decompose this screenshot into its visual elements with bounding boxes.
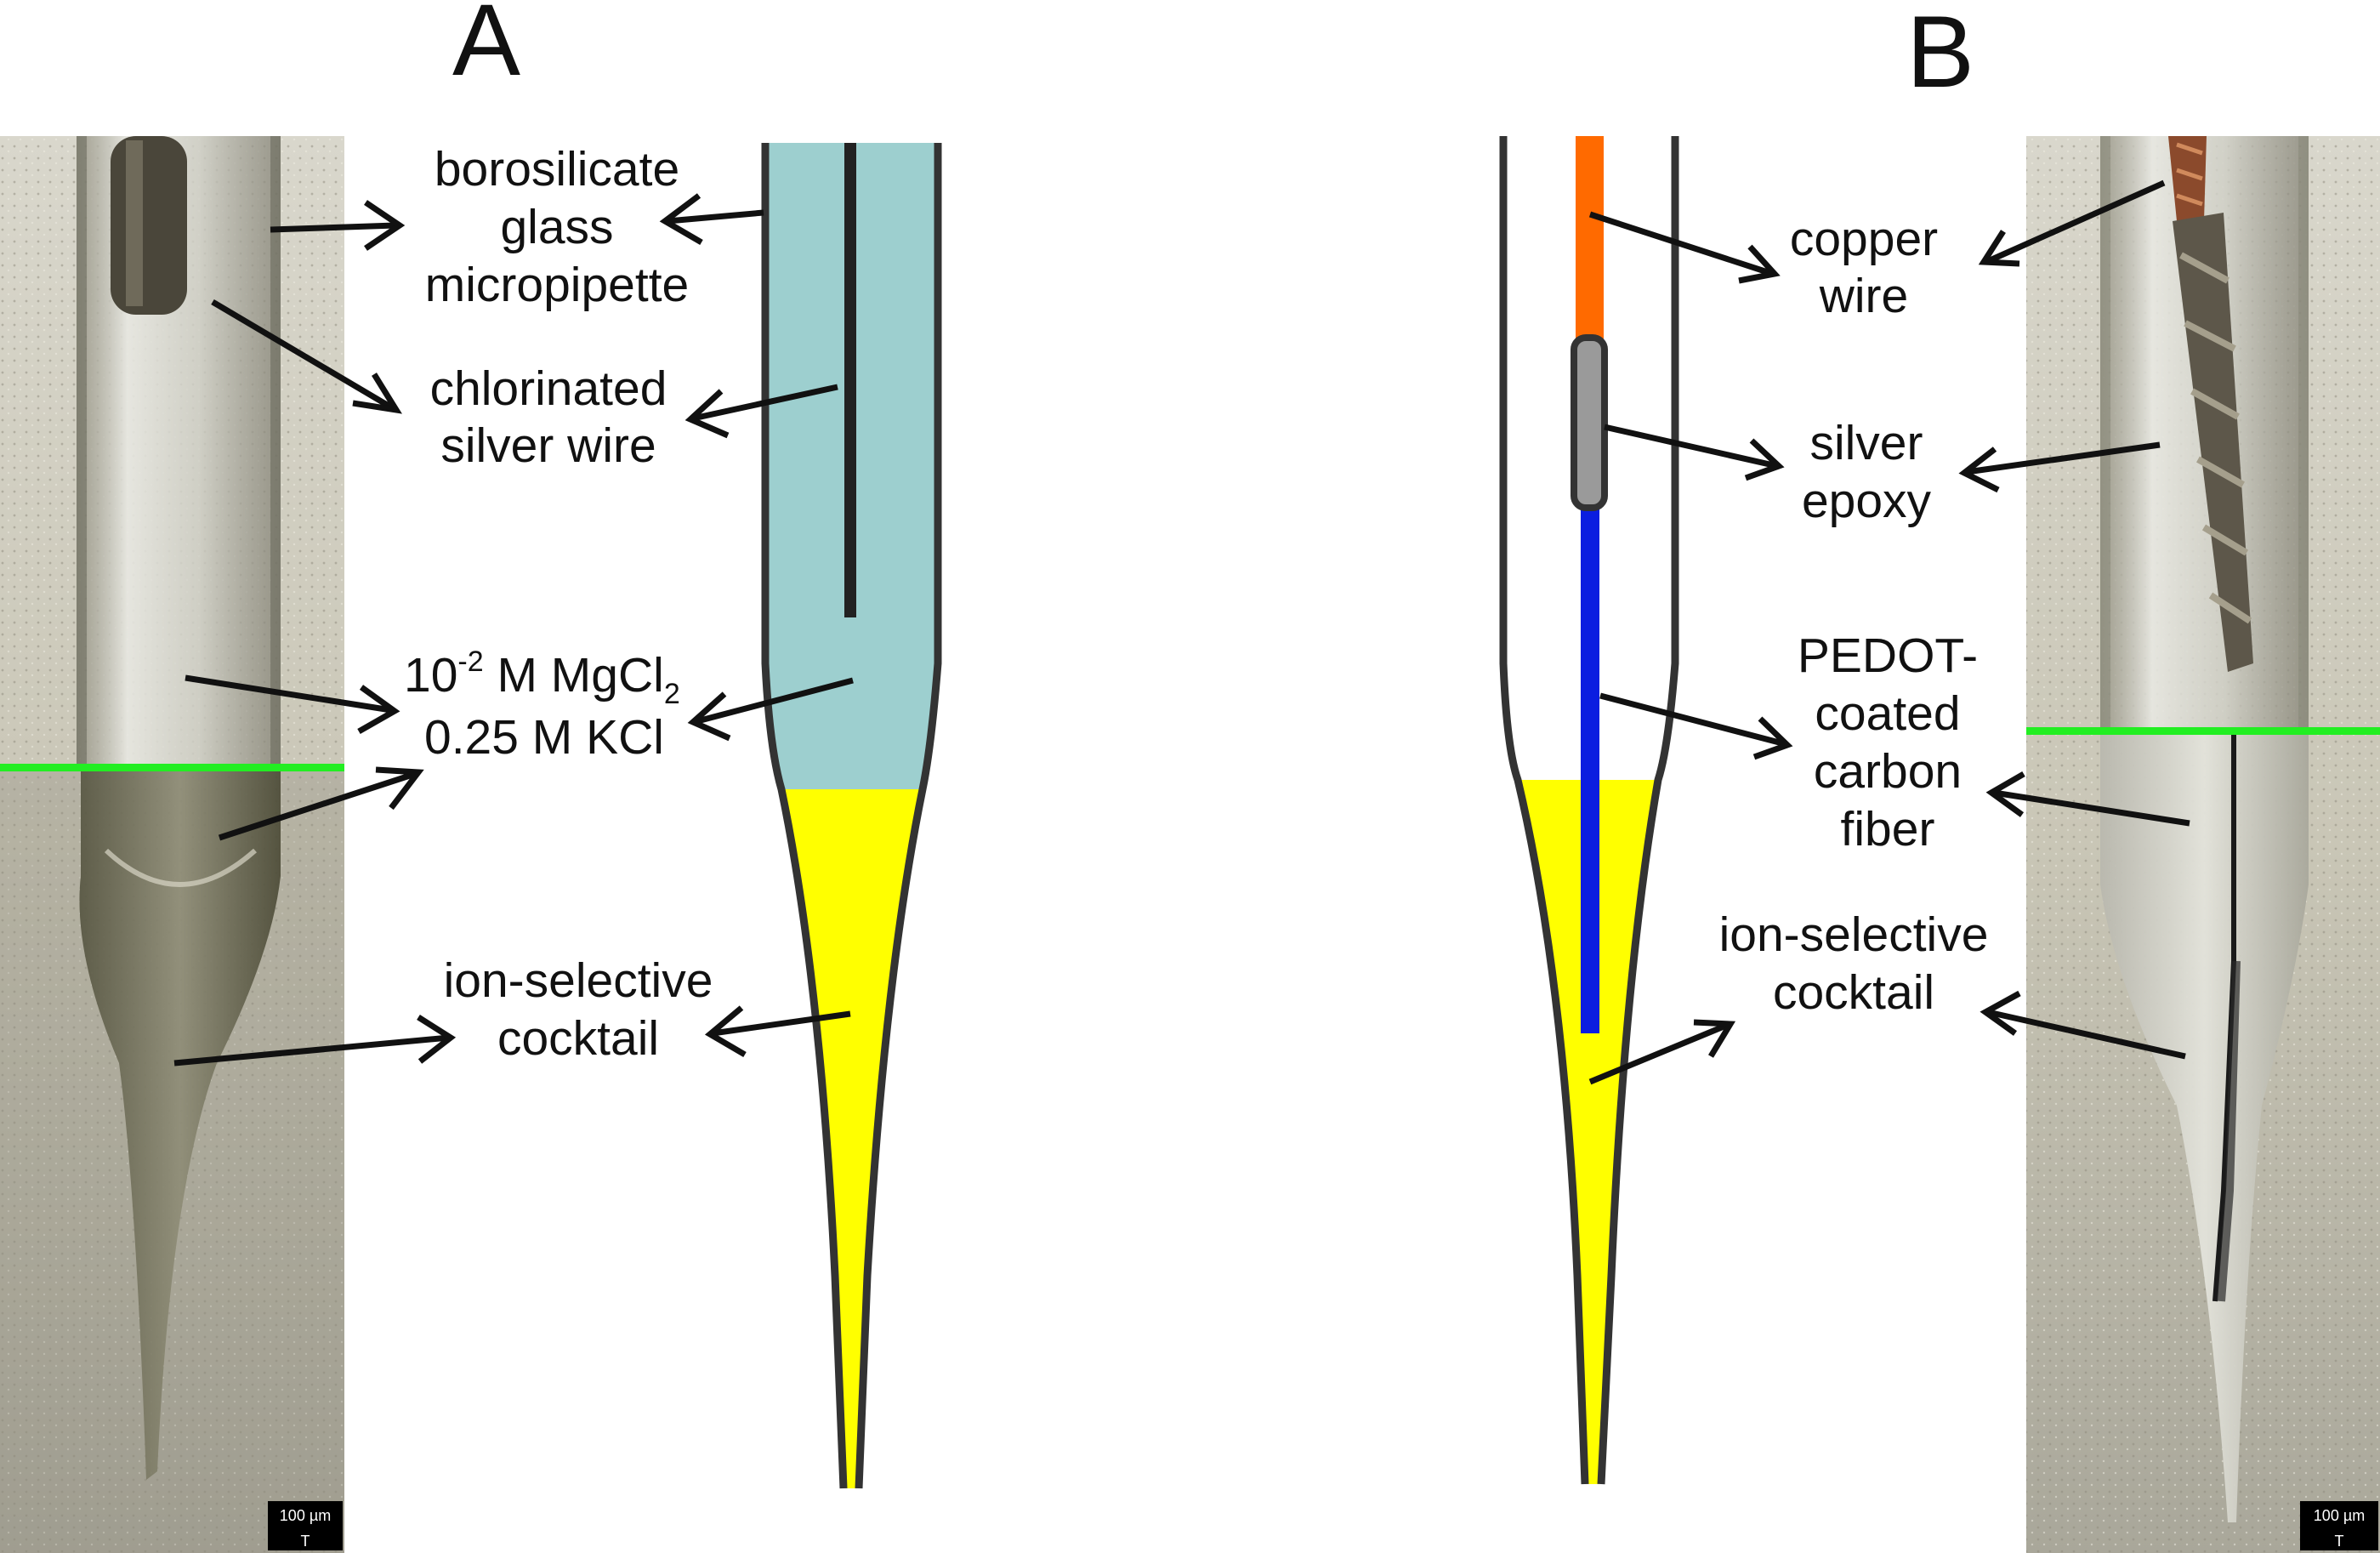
label-wire-line2: silver wire xyxy=(440,418,656,473)
copper-wire-schematic xyxy=(1576,136,1604,340)
label-silver-epoxy: silver epoxy xyxy=(1802,416,1932,528)
label-electrolyte: 10-2 M MgCl2 0.25 M KCl xyxy=(404,646,680,765)
scale-bar-label-a: 100 µm xyxy=(280,1507,331,1524)
label-fiber-line4: fiber xyxy=(1841,802,1935,856)
label-ion-selective-cocktail-b: ion-selective cocktail xyxy=(1719,907,1989,1020)
label-fiber-line1: PEDOT- xyxy=(1798,629,1978,683)
label-wire-line1: chlorinated xyxy=(430,361,667,416)
silver-wire-schematic xyxy=(844,143,856,617)
label-glass-line2: glass xyxy=(500,200,613,254)
label-cocktail-b-line1: ion-selective xyxy=(1719,907,1989,962)
arrow-photo-electrolyte xyxy=(185,674,392,714)
panel-letter-a: A xyxy=(452,0,520,97)
label-epoxy-line2: epoxy xyxy=(1802,474,1932,528)
label-copper-line2: wire xyxy=(1819,269,1909,323)
label-borosilicate-glass: borosilicate glass micropipette xyxy=(425,142,689,312)
arrow-photo-fiber xyxy=(1993,789,2190,827)
arrow-photo-electrolyte-2 xyxy=(218,771,417,841)
label-copper-line1: copper xyxy=(1790,212,1938,266)
label-fiber-line2: coated xyxy=(1815,686,1960,741)
ion-selective-cocktail-region xyxy=(781,789,923,1488)
label-cocktail-a-line1: ion-selective xyxy=(444,953,713,1008)
svg-text:T: T xyxy=(301,1533,310,1550)
panel-letter-b: B xyxy=(1906,0,1974,109)
arrow-schematic-copper xyxy=(1588,211,1775,277)
label-chlorinated-silver-wire: chlorinated silver wire xyxy=(430,361,667,473)
label-copper-wire: copper wire xyxy=(1790,212,1938,323)
arrow-photo-cocktail-b xyxy=(1987,1009,2186,1060)
arrow-photo-glass xyxy=(270,222,396,233)
fiber-electrode-photo-icon: 100 µm T xyxy=(2026,136,2380,1553)
arrow-schematic-epoxy xyxy=(1604,424,1778,469)
label-ion-selective-cocktail-a: ion-selective cocktail xyxy=(444,953,713,1066)
arrow-schematic-cocktail xyxy=(712,1010,851,1037)
arrow-photo-epoxy xyxy=(1966,441,2161,475)
pipette-photo-icon: 100 µm T xyxy=(0,136,344,1553)
scale-bar-label-b: 100 µm xyxy=(2314,1507,2365,1524)
arrow-schematic-fiber xyxy=(1599,692,1786,748)
schematic-fiber-electrode-b xyxy=(1499,136,1679,1485)
label-cocktail-b-line2: cocktail xyxy=(1773,965,1934,1020)
arrow-schematic-glass xyxy=(667,209,764,225)
schematic-micropipette-a xyxy=(761,143,942,1489)
silver-epoxy-schematic xyxy=(1571,334,1608,511)
label-glass-line3: micropipette xyxy=(425,258,689,312)
svg-text:T: T xyxy=(2335,1533,2344,1550)
arrow-schematic-cocktail-b xyxy=(1588,1021,1730,1085)
label-cocktail-a-line2: cocktail xyxy=(497,1011,659,1066)
label-epoxy-line1: silver xyxy=(1809,416,1923,470)
arrows xyxy=(173,179,2190,1085)
label-pedot-carbon-fiber: PEDOT- coated carbon fiber xyxy=(1798,629,1978,856)
label-electrolyte-line1: 10-2 M MgCl2 xyxy=(404,646,680,710)
label-glass-line1: borosilicate xyxy=(435,142,679,196)
carbon-fiber-schematic xyxy=(1581,502,1599,1033)
arrow-schematic-electrolyte xyxy=(696,677,854,725)
arrow-photo-copper xyxy=(1986,179,2166,265)
arrow-photo-cocktail xyxy=(173,1034,450,1067)
arrow-schematic-wire xyxy=(692,384,838,422)
arrow-photo-wire xyxy=(211,299,395,412)
label-electrolyte-line2: 0.25 M KCl xyxy=(424,710,664,765)
label-fiber-line3: carbon xyxy=(1814,744,1962,799)
